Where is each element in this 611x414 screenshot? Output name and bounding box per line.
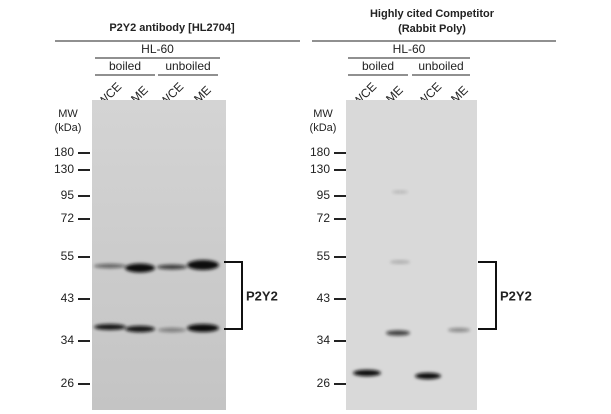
marker-label: 95 — [61, 188, 75, 202]
band — [157, 264, 187, 270]
marker-label: 43 — [317, 291, 331, 305]
marker-label: 34 — [317, 333, 331, 347]
panel-title: (Rabbit Poly) — [398, 23, 466, 35]
mw-unit: (kDa) — [55, 122, 82, 134]
blot — [92, 100, 226, 410]
marker-label: 34 — [61, 333, 75, 347]
band — [94, 263, 126, 269]
marker-label: 26 — [317, 376, 331, 390]
band — [448, 328, 470, 332]
band — [390, 260, 410, 264]
mw-unit: (kDa) — [310, 122, 337, 134]
band — [94, 324, 126, 330]
band — [187, 260, 219, 270]
band — [392, 190, 408, 194]
marker-label: 43 — [61, 291, 75, 305]
band — [187, 324, 219, 332]
mw-label: MW — [313, 108, 333, 120]
band — [386, 330, 410, 336]
marker-label: 72 — [317, 211, 331, 225]
panel: Highly cited Competitor (Rabbit Poly) HL-6… — [310, 8, 556, 410]
band — [415, 372, 441, 380]
target-bracket — [478, 261, 497, 330]
panel-title: Highly cited Competitor — [370, 8, 495, 20]
condition-label: boiled — [109, 59, 141, 73]
marker-label: 180 — [54, 145, 74, 159]
marker-label: 72 — [61, 211, 75, 225]
blot — [346, 100, 477, 410]
band — [125, 263, 155, 273]
condition-label: unboiled — [418, 59, 463, 73]
panel-title: P2Y2 antibody [HL2704] — [109, 22, 235, 34]
marker-label: 55 — [317, 249, 331, 263]
marker-label: 26 — [61, 376, 75, 390]
cell-line: HL-60 — [393, 42, 426, 56]
marker-label: 180 — [310, 145, 330, 159]
band — [125, 325, 155, 333]
target-bracket — [224, 261, 243, 330]
band — [158, 327, 186, 333]
band — [353, 369, 381, 377]
target-label: P2Y2 — [246, 288, 278, 303]
marker-label: 130 — [310, 162, 330, 176]
marker-label: 55 — [61, 249, 75, 263]
marker-label: 95 — [317, 188, 331, 202]
condition-label: boiled — [362, 59, 394, 73]
target-label: P2Y2 — [500, 288, 532, 303]
cell-line: HL-60 — [141, 42, 174, 56]
marker-label: 130 — [54, 162, 74, 176]
mw-label: MW — [58, 108, 78, 120]
condition-label: unboiled — [165, 59, 210, 73]
